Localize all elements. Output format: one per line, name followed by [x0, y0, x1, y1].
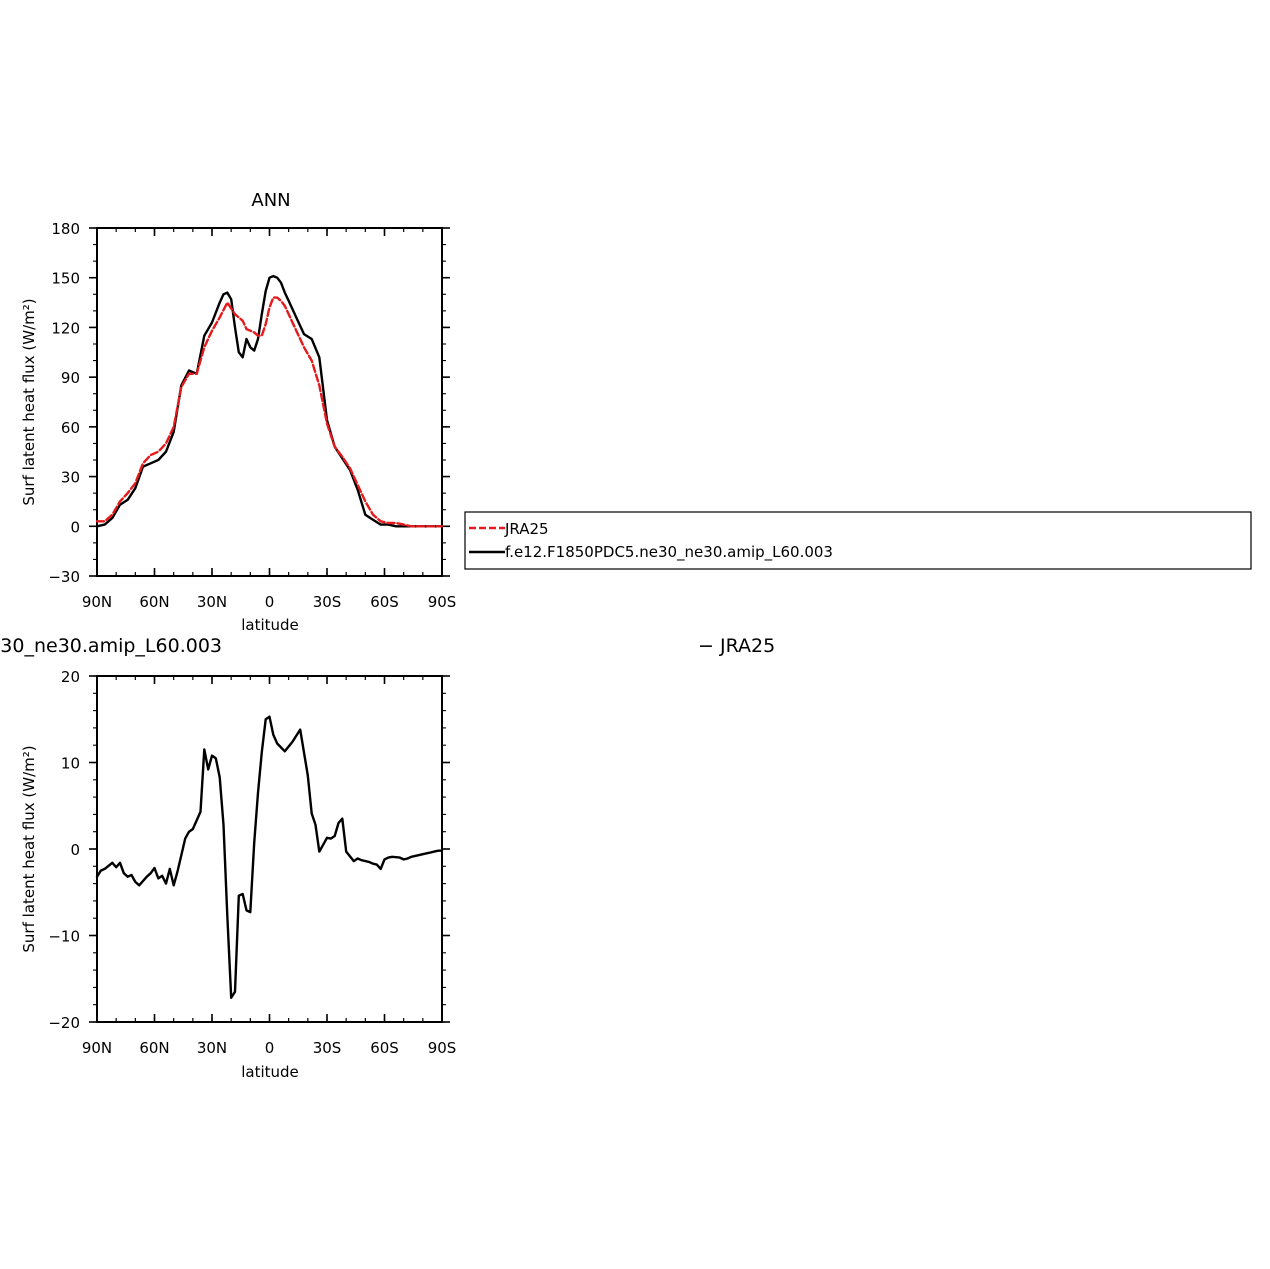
bottom-x-tick-label: 60N	[139, 1039, 169, 1057]
top-x-tick-label: 90S	[428, 593, 457, 611]
bottom-x-tick-label: 60S	[370, 1039, 399, 1057]
top-y-tick-label: 30	[61, 469, 80, 487]
bottom-x-axis-label: latitude	[241, 1063, 299, 1081]
top-x-axis-label: latitude	[241, 616, 299, 634]
bottom-x-tick-label: 0	[265, 1039, 275, 1057]
bottom-chart-title-right: − JRA25	[698, 635, 775, 657]
bottom-series-lines	[95, 715, 444, 999]
top-axis-ticks: 90N 60N 30N 0 30S 60S 90S −30 0 30 60 90 120 150 180	[48, 220, 456, 611]
top-y-tick-label: 60	[61, 419, 80, 437]
legend-label-model: f.e12.F1850PDC5.ne30_ne30.amip_L60.003	[505, 543, 833, 562]
bottom-y-tick-label: 20	[61, 668, 80, 686]
top-x-tick-label: 0	[265, 593, 275, 611]
bottom-series-line-difference	[95, 715, 444, 999]
legend: JRA25 f.e12.F1850PDC5.ne30_ne30.amip_L60…	[464, 511, 1252, 570]
bottom-y-tick-label: 10	[61, 755, 80, 773]
bottom-x-tick-label: 90N	[82, 1039, 112, 1057]
top-y-tick-label: 0	[70, 518, 80, 536]
legend-label-jra25: JRA25	[504, 520, 549, 538]
top-series-lines	[95, 274, 444, 528]
top-y-tick-label: 180	[51, 220, 80, 238]
bottom-y-axis-label: Surf latent heat flux (W/m²)	[20, 745, 38, 952]
bottom-x-tick-label: 30N	[197, 1039, 227, 1057]
bottom-y-tick-label: 0	[70, 841, 80, 859]
top-x-tick-label: 30N	[197, 593, 227, 611]
top-y-tick-label: −30	[48, 568, 80, 586]
top-x-tick-label: 60S	[370, 593, 399, 611]
top-series-line-f-e12-f1850pdc5-ne30-ne30-amip-l60-003	[95, 274, 444, 528]
bottom-chart-title-left: f.e12.F1850PDC5.ne30_ne30.amip_L60.003	[0, 635, 222, 657]
top-y-axis-label: Surf latent heat flux (W/m²)	[20, 298, 38, 505]
bottom-plot-frame	[96, 675, 443, 1023]
bottom-y-tick-label: −10	[48, 928, 80, 946]
top-chart-title: ANN	[251, 190, 290, 211]
bottom-x-tick-label: 30S	[313, 1039, 342, 1057]
top-x-tick-label: 60N	[139, 593, 169, 611]
top-y-tick-label: 90	[61, 369, 80, 387]
top-x-tick-label: 30S	[313, 593, 342, 611]
top-series-line-jra25	[95, 296, 444, 528]
top-chart: ANN 90N 60N 30N 0 30S 60S 90S −30 0 30 60 90 120 150 1…	[20, 190, 456, 634]
bottom-chart: f.e12.F1850PDC5.ne30_ne30.amip_L60.003 −…	[0, 635, 775, 1081]
top-y-tick-label: 150	[51, 270, 80, 288]
top-x-tick-label: 90N	[82, 593, 112, 611]
bottom-x-tick-label: 90S	[428, 1039, 457, 1057]
legend-box	[464, 511, 1252, 570]
bottom-y-tick-label: −20	[48, 1014, 80, 1032]
bottom-axis-ticks: 90N 60N 30N 0 30S 60S 90S −20 −10 0 10 20	[48, 668, 456, 1057]
top-y-tick-label: 120	[51, 319, 80, 337]
